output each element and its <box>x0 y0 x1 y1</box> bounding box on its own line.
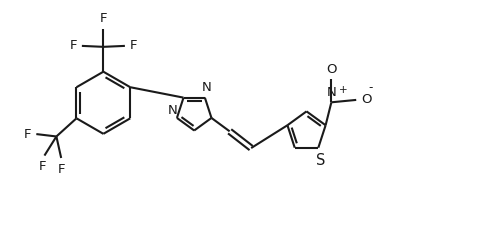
Text: +: + <box>339 85 348 95</box>
Text: F: F <box>58 163 65 176</box>
Text: F: F <box>24 128 31 141</box>
Text: N: N <box>202 81 212 94</box>
Text: S: S <box>316 153 325 168</box>
Text: N: N <box>168 104 178 117</box>
Text: -: - <box>368 81 373 94</box>
Text: F: F <box>130 39 137 52</box>
Text: O: O <box>326 63 336 76</box>
Text: F: F <box>100 12 107 25</box>
Text: N: N <box>327 87 336 99</box>
Text: F: F <box>38 160 46 173</box>
Text: O: O <box>361 93 372 106</box>
Text: F: F <box>70 39 77 52</box>
